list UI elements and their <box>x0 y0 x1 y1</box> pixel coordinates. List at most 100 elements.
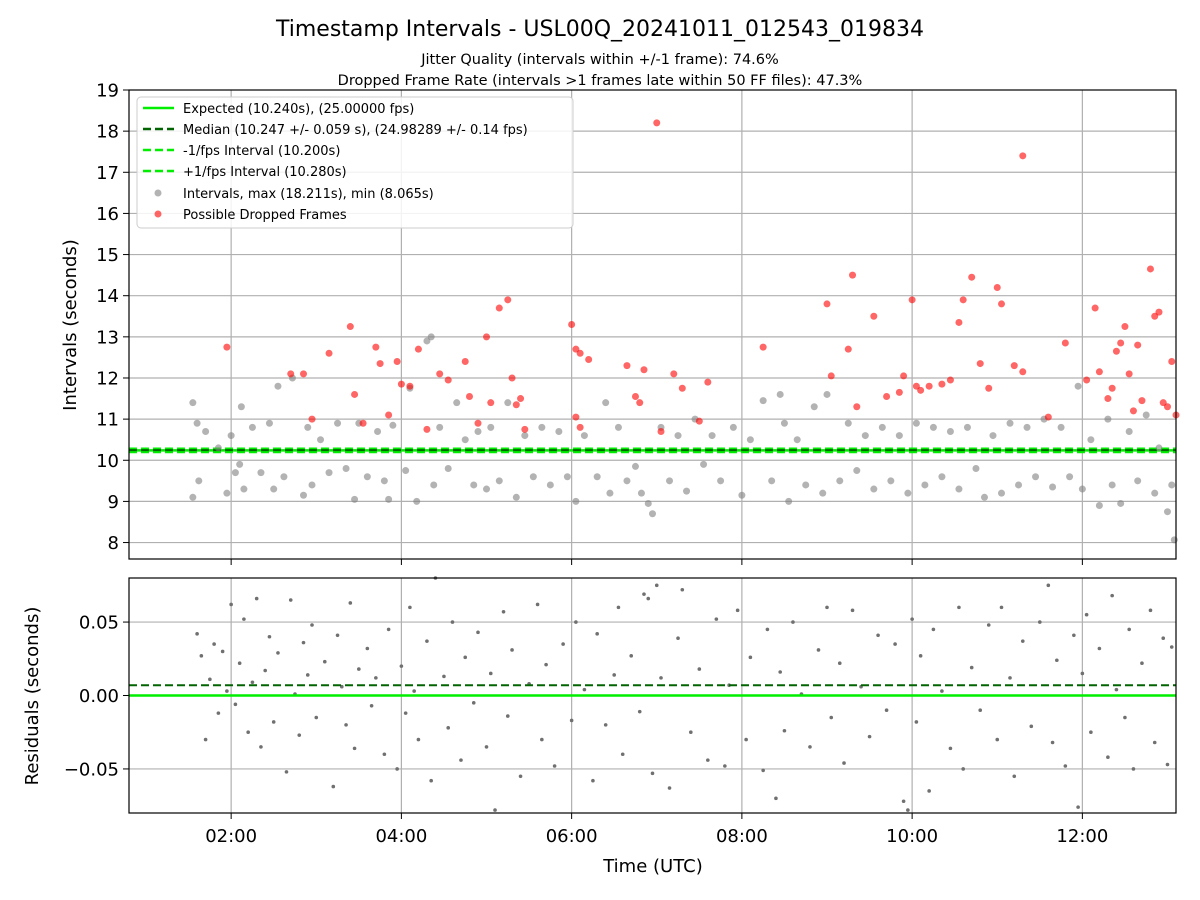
dropped-frame-point <box>483 333 491 341</box>
residual-point <box>574 620 578 624</box>
dropped-frame-point <box>908 296 916 304</box>
residual-point <box>233 702 238 707</box>
dropped-frame-point <box>1083 376 1091 384</box>
residuals-y-tick-label: −0.05 <box>64 759 119 780</box>
interval-point <box>1104 415 1112 423</box>
dropped-frame-point <box>436 370 444 378</box>
interval-point <box>674 432 682 440</box>
dropped-frame-point <box>678 384 686 392</box>
dropped-frame-point <box>572 413 580 421</box>
interval-point <box>861 432 869 440</box>
residual-point <box>1089 730 1093 735</box>
interval-point <box>504 399 512 407</box>
interval-point <box>623 477 631 485</box>
residual-point <box>1063 764 1068 768</box>
intervals-x-ticks <box>230 559 1083 565</box>
dropped-frame-point <box>900 372 908 380</box>
residual-point <box>791 620 795 624</box>
residual-point <box>910 617 914 621</box>
interval-point <box>342 464 350 472</box>
residual-point <box>969 665 974 670</box>
residual-point <box>344 723 348 727</box>
interval-point <box>483 485 491 493</box>
intervals-points <box>189 333 1178 544</box>
dropped-frame-point <box>1138 397 1146 405</box>
interval-point <box>708 432 716 440</box>
residual-point <box>1080 671 1085 676</box>
dropped-frame-point <box>946 376 954 384</box>
residual-point <box>761 768 765 773</box>
interval-point <box>904 489 912 497</box>
residuals-x-ticks: 02:00 04:00 06:00 08:00 10:00 12:00 <box>205 813 1108 847</box>
residual-point <box>1072 633 1076 638</box>
legend-minus-fps-label: -1/fps Interval (10.200s) <box>183 144 340 159</box>
residual-point <box>1076 805 1080 809</box>
interval-point <box>231 469 239 477</box>
dropped-frame-point <box>517 395 525 403</box>
residual-point <box>374 676 378 680</box>
residual-point <box>1110 593 1114 598</box>
residual-point <box>629 654 634 658</box>
chart-subtitle-dropped: Dropped Frame Rate (intervals >1 frames … <box>338 73 863 89</box>
residual-point <box>978 708 983 712</box>
residual-point <box>1127 627 1131 632</box>
dropped-frame-point <box>576 349 584 357</box>
interval-point <box>189 493 197 501</box>
interval-point <box>1125 427 1133 435</box>
residual-point <box>1038 620 1042 624</box>
interval-point <box>819 489 827 497</box>
interval-point <box>227 432 235 440</box>
residual-point <box>569 718 574 723</box>
interval-point <box>546 481 554 489</box>
interval-point <box>237 403 245 411</box>
interval-point <box>980 493 988 501</box>
residual-point <box>914 720 919 724</box>
interval-point <box>929 423 937 431</box>
interval-point <box>487 423 495 431</box>
interval-point <box>402 467 410 475</box>
residual-point <box>918 654 923 658</box>
residual-point <box>429 778 433 783</box>
residual-point <box>676 636 680 641</box>
dropped-frame-point <box>883 392 891 400</box>
legend-intervals-label: Intervals, max (18.211s), min (8.065s) <box>183 187 434 202</box>
residual-point <box>616 605 621 610</box>
dropped-frame-point <box>759 343 767 351</box>
legend-median-label: Median (10.247 +/- 0.059 s), (24.98289 +… <box>183 123 528 138</box>
dropped-frame-point <box>968 273 976 281</box>
interval-point <box>555 427 563 435</box>
residual-point <box>216 711 221 715</box>
interval-point <box>1074 382 1082 390</box>
residual-point <box>348 601 353 605</box>
residual-point <box>259 745 263 749</box>
interval-point <box>1151 489 1159 497</box>
interval-point <box>844 419 852 427</box>
dropped-frame-point <box>993 283 1001 291</box>
dropped-frame-point <box>1168 358 1176 366</box>
dropped-frame-point <box>414 345 422 353</box>
interval-point <box>430 481 438 489</box>
residual-point <box>408 605 412 610</box>
interval-point <box>602 399 610 407</box>
residual-point <box>561 642 565 646</box>
residual-point <box>1020 639 1025 643</box>
interval-point <box>308 481 316 489</box>
interval-point <box>895 432 903 440</box>
interval-point <box>606 489 614 497</box>
dropped-frame-point <box>1125 370 1133 378</box>
residual-point <box>501 609 506 614</box>
residual-point <box>395 767 399 771</box>
residual-point <box>331 784 336 789</box>
dropped-frame-point <box>1108 384 1116 392</box>
interval-point <box>644 499 652 507</box>
interval-point <box>785 497 793 505</box>
interval-point <box>195 477 203 485</box>
interval-point <box>202 427 210 435</box>
interval-point <box>593 473 601 481</box>
residual-point <box>195 632 199 636</box>
residual-point <box>646 596 651 601</box>
residual-point <box>714 617 719 621</box>
residual-point <box>476 630 480 635</box>
residual-point <box>288 598 293 602</box>
